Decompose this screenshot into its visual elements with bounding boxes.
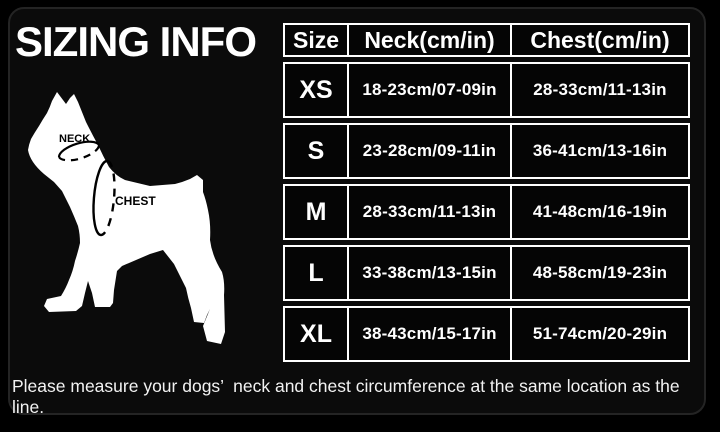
table-header-row: Size Neck(cm/in) Chest(cm/in) [283, 23, 690, 57]
page-title: SIZING INFO [15, 18, 257, 65]
neck-measure-line-dashed [58, 144, 101, 162]
table-row-m: M 28-33cm/11-13in 41-48cm/16-19in [283, 184, 690, 240]
neck-cell: 23-28cm/09-11in [347, 125, 510, 177]
chest-cell: 41-48cm/16-19in [510, 186, 688, 238]
dog-silhouette [28, 92, 225, 344]
table-row-xl: XL 38-43cm/15-17in 51-74cm/20-29in [283, 306, 690, 362]
size-cell: XS [299, 75, 333, 104]
size-cell: XL [300, 319, 332, 348]
neck-cell: 38-43cm/15-17in [347, 308, 510, 360]
table-row-s: S 23-28cm/09-11in 36-41cm/13-16in [283, 123, 690, 179]
chest-cell: 28-33cm/11-13in [510, 64, 688, 116]
chest-cell: 36-41cm/13-16in [510, 125, 688, 177]
header-size: Size [292, 26, 340, 53]
dog-silhouette-svg: NECK CHEST [28, 92, 225, 344]
neck-cell: 28-33cm/11-13in [347, 186, 510, 238]
table-row-xs: XS 18-23cm/07-09in 28-33cm/11-13in [283, 62, 690, 118]
chest-cell: 48-58cm/19-23in [510, 247, 688, 299]
chest-label: CHEST [115, 194, 156, 208]
chest-cell: 51-74cm/20-29in [510, 308, 688, 360]
neck-label: NECK [59, 133, 90, 145]
chest-measure-line [92, 159, 108, 237]
header-chest: Chest(cm/in) [510, 25, 688, 55]
size-cell: S [307, 136, 325, 165]
table-row-l: L 33-38cm/13-15in 48-58cm/19-23in [283, 245, 690, 301]
header-neck: Neck(cm/in) [347, 25, 510, 55]
dog-measurement-diagram: NECK CHEST [20, 86, 240, 364]
sizing-table: Size Neck(cm/in) Chest(cm/in) XS 18-23cm… [283, 23, 690, 362]
neck-measure-line [57, 140, 100, 158]
size-cell: L [308, 258, 324, 287]
chest-measure-line-dashed [100, 159, 116, 237]
neck-cell: 18-23cm/07-09in [347, 64, 510, 116]
size-cell: M [305, 197, 327, 226]
neck-cell: 33-38cm/13-15in [347, 247, 510, 299]
measurement-instruction: Please measure your dogs’ neck and chest… [12, 376, 685, 417]
